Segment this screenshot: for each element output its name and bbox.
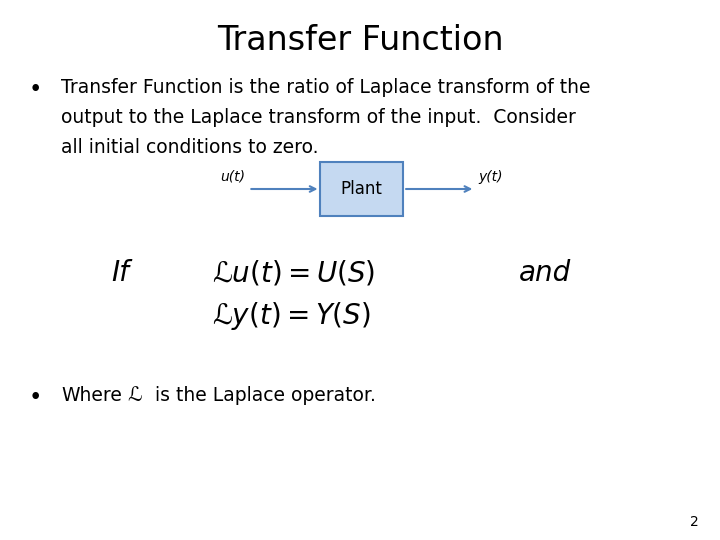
Text: Plant: Plant (341, 180, 383, 198)
Text: u(t): u(t) (220, 170, 245, 184)
Text: is the Laplace operator.: is the Laplace operator. (143, 386, 375, 405)
Text: Transfer Function is the ratio of Laplace transform of the: Transfer Function is the ratio of Laplac… (61, 78, 590, 97)
Text: Where: Where (61, 386, 122, 405)
Text: Transfer Function: Transfer Function (217, 24, 503, 57)
Text: and: and (518, 259, 571, 287)
FancyBboxPatch shape (320, 162, 403, 216)
Text: ℒ$y(t) = Y(S)$: ℒ$y(t) = Y(S)$ (212, 300, 372, 332)
Text: •: • (29, 386, 42, 409)
Text: output to the Laplace transform of the input.  Consider: output to the Laplace transform of the i… (61, 108, 576, 127)
Text: •: • (29, 78, 42, 102)
Text: ℒ: ℒ (127, 386, 142, 405)
Text: y(t): y(t) (479, 170, 503, 184)
Text: 2: 2 (690, 515, 698, 529)
Text: all initial conditions to zero.: all initial conditions to zero. (61, 138, 319, 157)
Text: ℒ$u(t) = U(S)$: ℒ$u(t) = U(S)$ (212, 258, 376, 287)
Text: If: If (112, 259, 130, 287)
